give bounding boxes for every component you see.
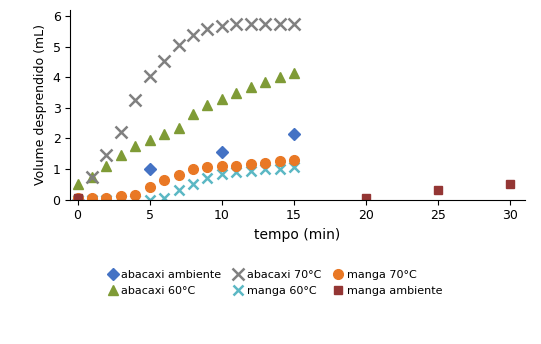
manga 60°C [291,165,297,170]
manga 70°C [219,164,225,168]
X-axis label: tempo (min): tempo (min) [254,228,341,242]
manga 70°C [262,161,268,165]
abacaxi 60°C [204,103,210,107]
manga 70°C [190,167,196,171]
Line: manga 60°C: manga 60°C [72,163,299,204]
manga 70°C [291,158,297,162]
abacaxi ambiente [147,167,153,171]
manga 70°C [233,164,240,168]
manga 60°C [190,182,196,186]
abacaxi ambiente [74,197,81,202]
manga 60°C [103,197,110,202]
abacaxi 60°C [219,97,225,101]
abacaxi 70°C [117,130,124,135]
manga 70°C [276,159,283,163]
Line: manga ambiente: manga ambiente [74,180,514,202]
abacaxi 60°C [74,182,81,186]
abacaxi 70°C [89,174,95,179]
abacaxi 60°C [132,144,138,148]
Line: abacaxi ambiente: abacaxi ambiente [74,130,298,204]
manga ambiente [363,196,370,200]
manga 60°C [132,197,138,202]
manga ambiente [507,182,513,186]
abacaxi 70°C [247,22,254,26]
abacaxi 70°C [262,22,268,26]
abacaxi 70°C [233,22,240,26]
manga 60°C [161,196,167,200]
abacaxi 70°C [132,98,138,103]
abacaxi 60°C [247,85,254,89]
Line: manga 70°C: manga 70°C [72,155,299,203]
abacaxi 60°C [175,126,182,130]
manga 70°C [132,193,138,197]
manga 70°C [103,196,110,200]
abacaxi 60°C [103,164,110,168]
abacaxi 60°C [117,153,124,157]
manga 70°C [89,196,95,200]
abacaxi 60°C [233,91,240,95]
manga 60°C [219,172,225,176]
manga 70°C [175,173,182,177]
manga 70°C [204,165,210,170]
abacaxi ambiente [291,132,297,136]
abacaxi 60°C [161,132,167,136]
manga 70°C [74,196,81,200]
abacaxi 60°C [147,138,153,142]
abacaxi ambiente [219,150,225,154]
Y-axis label: Volume desprendido (mL): Volume desprendido (mL) [34,24,47,185]
abacaxi 60°C [262,80,268,84]
manga 60°C [233,170,240,174]
Line: abacaxi 70°C: abacaxi 70°C [87,19,300,182]
abacaxi 70°C [276,22,283,26]
manga 70°C [147,185,153,190]
Line: abacaxi 60°C: abacaxi 60°C [72,68,299,189]
manga 60°C [247,169,254,173]
manga 60°C [204,176,210,180]
manga ambiente [435,188,441,192]
manga 60°C [89,197,95,202]
manga 60°C [175,188,182,192]
manga 70°C [117,194,124,198]
manga ambiente [74,196,81,200]
abacaxi 70°C [204,26,210,31]
manga 70°C [247,162,254,166]
abacaxi 60°C [190,112,196,116]
abacaxi 60°C [291,71,297,75]
Legend: abacaxi ambiente, abacaxi 60°C, abacaxi 70°C, manga 60°C, manga 70°C, manga ambi: abacaxi ambiente, abacaxi 60°C, abacaxi … [103,266,447,300]
abacaxi 70°C [291,22,297,26]
abacaxi 60°C [89,174,95,179]
abacaxi 70°C [190,33,196,37]
manga 60°C [74,197,81,202]
abacaxi 60°C [276,75,283,79]
abacaxi 70°C [219,23,225,28]
abacaxi 70°C [103,153,110,157]
manga 60°C [147,197,153,202]
abacaxi 70°C [161,58,167,63]
abacaxi 70°C [147,74,153,78]
manga 70°C [161,178,167,182]
abacaxi 70°C [175,43,182,47]
manga 60°C [276,167,283,171]
manga 60°C [117,197,124,202]
manga 60°C [262,167,268,171]
